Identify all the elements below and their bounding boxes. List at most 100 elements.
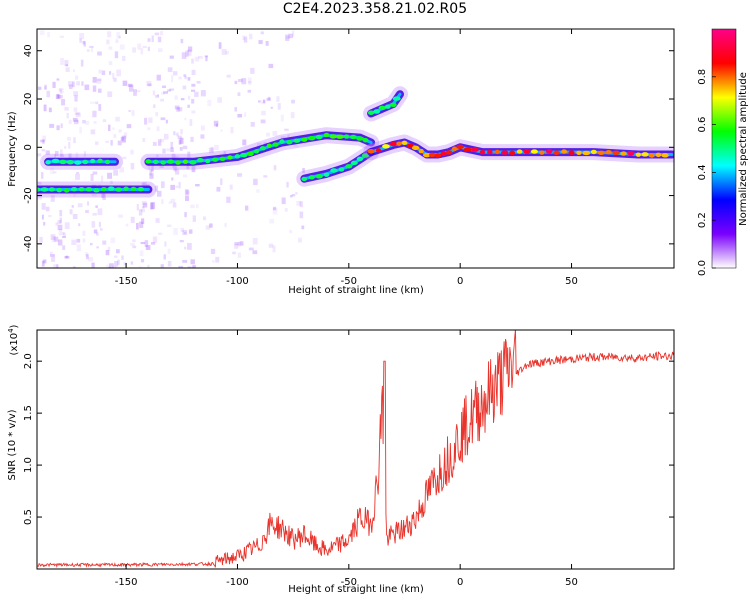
spectrogram-noise-cell xyxy=(270,106,273,109)
spectrogram-noise-cell xyxy=(140,242,146,245)
spectrogram-noise-cell xyxy=(191,58,194,64)
spectrogram-trace-blob xyxy=(56,187,63,193)
spectrogram-noise-cell xyxy=(250,121,255,127)
spectrogram-noise-cell xyxy=(208,147,214,154)
spectrogram-noise-cell xyxy=(136,90,141,93)
spectrogram-trace-blob xyxy=(279,139,285,144)
spectrogram-noise-cell xyxy=(108,266,111,268)
spectrogram-noise-cell xyxy=(86,254,89,260)
spectrogram-noise-cell xyxy=(128,110,131,113)
spectrogram-noise-cell xyxy=(93,229,98,234)
spectrogram-trace-blob xyxy=(378,105,386,111)
spectrogram-noise-cell xyxy=(293,144,299,148)
spectrogram-noise-cell xyxy=(287,134,290,138)
spectrogram-noise-cell xyxy=(117,140,122,146)
spectrogram-noise-cell xyxy=(54,150,59,157)
spectrogram-trace-blob xyxy=(85,187,93,192)
spectrogram-noise-cell xyxy=(210,146,214,153)
spectrogram-noise-cell xyxy=(113,77,117,82)
spectrogram-noise-cell xyxy=(119,167,125,173)
spectrogram-trace-blob xyxy=(246,151,254,157)
spectrogram-noise-cell xyxy=(59,209,63,217)
spectrogram-noise-cell xyxy=(91,262,95,268)
spectrogram-noise-cell xyxy=(167,67,173,72)
spectrogram-noise-cell xyxy=(225,50,229,55)
spectrogram-noise-cell xyxy=(47,31,51,38)
spectrogram-noise-cell xyxy=(61,236,66,239)
spectrogram-noise-cell xyxy=(191,165,196,173)
spectrogram-trace-blob xyxy=(487,149,493,155)
spectrogram-noise-cell xyxy=(147,38,151,42)
spectrogram-x-ticks: -150 -100 -50 0 50 xyxy=(115,29,578,287)
spectrogram-noise-cell xyxy=(68,141,71,149)
spectrogram-noise-cell xyxy=(187,104,190,108)
spectrogram-noise-cell xyxy=(285,36,290,40)
spectrogram-noise-cell xyxy=(169,88,175,91)
spectrogram-noise-cell xyxy=(140,209,146,213)
spectrogram-noise-cell xyxy=(38,182,42,185)
spectrogram-noise-cell xyxy=(170,147,174,153)
spectrogram-trace-blob xyxy=(356,156,364,162)
spectrogram-trace-blob xyxy=(590,149,597,155)
spectrogram-noise-cell xyxy=(170,141,174,149)
spectrogram-noise-cell xyxy=(119,44,125,50)
spectrogram-trace-blob xyxy=(93,188,100,193)
spectrogram-noise-cell xyxy=(226,74,231,78)
spectrogram-noise-cell xyxy=(107,31,112,38)
spectrogram-noise-cell xyxy=(182,259,188,263)
spectrogram-noise-cell xyxy=(171,153,176,161)
snr-series-line xyxy=(37,330,674,568)
spectrogram-noise-cell xyxy=(130,242,135,246)
spectrogram-noise-cell xyxy=(101,193,105,198)
spectrogram-noise-cell xyxy=(130,162,135,170)
spectrogram-noise-cell xyxy=(130,261,134,265)
spectrogram-trace-blob xyxy=(451,146,458,151)
spectrogram-noise-cell xyxy=(108,61,113,66)
spectrogram-noise-cell xyxy=(83,41,87,47)
spectrogram-trace-blob xyxy=(561,149,568,154)
spectrogram-trace-blob xyxy=(97,158,103,163)
spectrogram-noise-cell xyxy=(234,244,239,249)
spectrogram-trace-blob xyxy=(440,151,447,157)
spectrogram-noise-cell xyxy=(237,92,241,96)
spectrogram-trace xyxy=(363,86,408,122)
spectrogram-noise-cell xyxy=(102,193,106,201)
spectrogram-noise-cell xyxy=(190,136,194,143)
spectrogram-trace-blob xyxy=(343,134,350,139)
spectrogram-noise-cell xyxy=(288,33,293,39)
spectrogram-noise-cell xyxy=(74,95,78,102)
spectrogram-noise-cell xyxy=(281,197,286,205)
spectrogram-noise-cell xyxy=(174,95,178,100)
spectrogram-noise-cell xyxy=(184,76,187,80)
spectrogram-noise-cell xyxy=(108,46,113,50)
spectrogram-noise-cell xyxy=(59,217,62,223)
spectrogram-noise-cell xyxy=(75,173,80,180)
spectrogram-noise-cell xyxy=(123,262,127,266)
spectrogram-noise-cell xyxy=(172,202,177,208)
spectrogram-noise-cell xyxy=(276,96,280,102)
spectrogram-trace-blob xyxy=(390,102,397,108)
spectrogram-noise-cell xyxy=(156,94,160,97)
spectrogram-noise-cell xyxy=(78,223,81,227)
spectrogram-noise-cell xyxy=(192,215,196,222)
spectrogram-x-label: Height of straight line (km) xyxy=(288,285,424,296)
spectrogram-trace-blob xyxy=(338,167,345,172)
spectrogram-trace-blob xyxy=(553,150,560,155)
spectrogram-noise-cell xyxy=(59,35,65,38)
spectrogram-noise-cell xyxy=(139,266,142,268)
spectrogram-y-tick-label: -20 xyxy=(23,187,34,203)
spectrogram-noise-cell xyxy=(159,165,164,168)
spectrogram-noise-cell xyxy=(132,239,136,242)
spectrogram-noise-cell xyxy=(39,30,45,36)
spectrogram-noise-cell xyxy=(107,246,111,252)
spectrogram-noise-cell xyxy=(171,177,174,181)
spectrogram-noise-cell xyxy=(105,249,110,256)
spectrogram-noise-cell xyxy=(212,260,215,263)
spectrogram-noise-cell xyxy=(215,256,220,263)
spectrogram-noise-cell xyxy=(52,81,56,88)
spectrogram-noise-cell xyxy=(167,89,172,92)
snr-x-ticks: -150 -100 -50 0 50 xyxy=(115,330,578,588)
spectrogram-trace-blob xyxy=(330,168,338,173)
spectrogram-noise-cell xyxy=(85,209,89,214)
spectrogram-trace-blob xyxy=(545,149,553,154)
